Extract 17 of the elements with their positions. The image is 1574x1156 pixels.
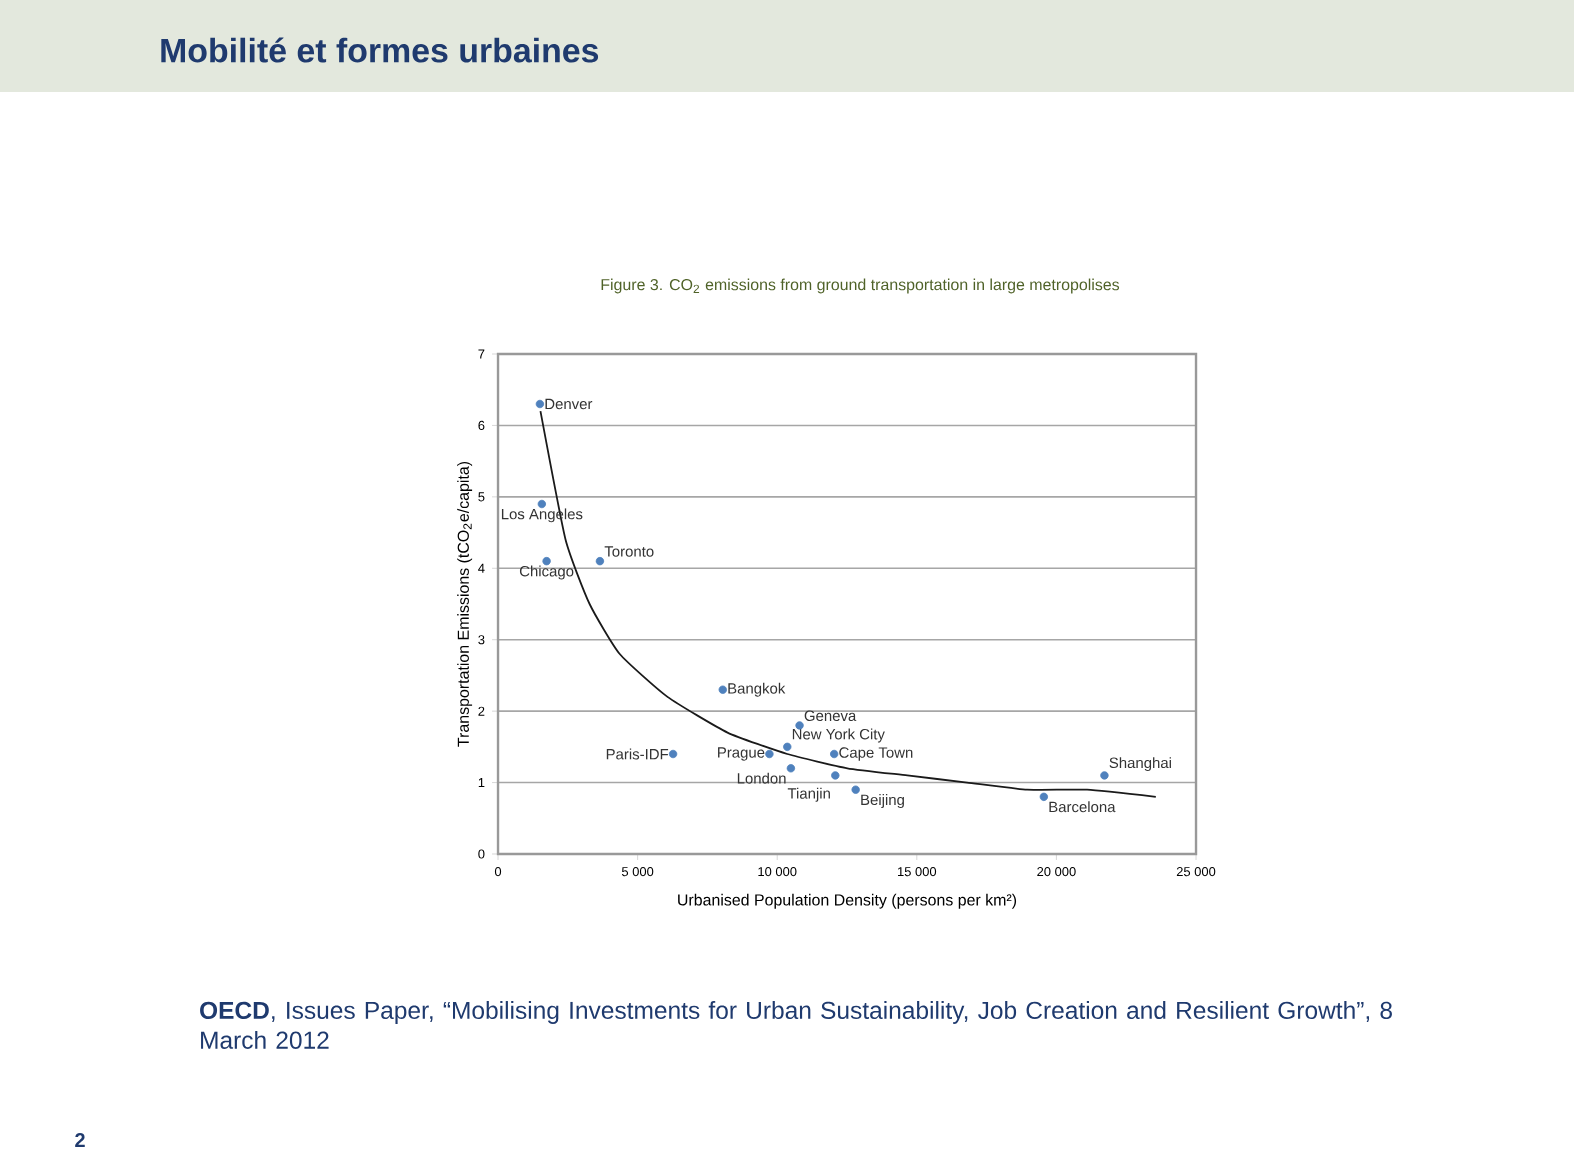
point <box>668 749 678 759</box>
point <box>718 685 727 694</box>
point <box>542 556 551 566</box>
point <box>1100 771 1109 780</box>
point <box>1039 792 1049 802</box>
text: OECD, Issues Paper, “Mobilising Investments for Urban Sustainability, Job Creation and Resilient Growth”, 8 March 2012 <box>200 1001 1392 1049</box>
point <box>535 399 545 409</box>
point <box>765 749 774 759</box>
point <box>831 771 840 780</box>
point <box>537 499 547 509</box>
point <box>595 556 605 566</box>
point <box>829 749 839 759</box>
point <box>851 785 860 794</box>
chart-title: Mobilité et formes urbaines <box>161 37 599 63</box>
point <box>786 764 796 773</box>
text: 2 <box>75 1133 85 1147</box>
point <box>783 742 792 752</box>
